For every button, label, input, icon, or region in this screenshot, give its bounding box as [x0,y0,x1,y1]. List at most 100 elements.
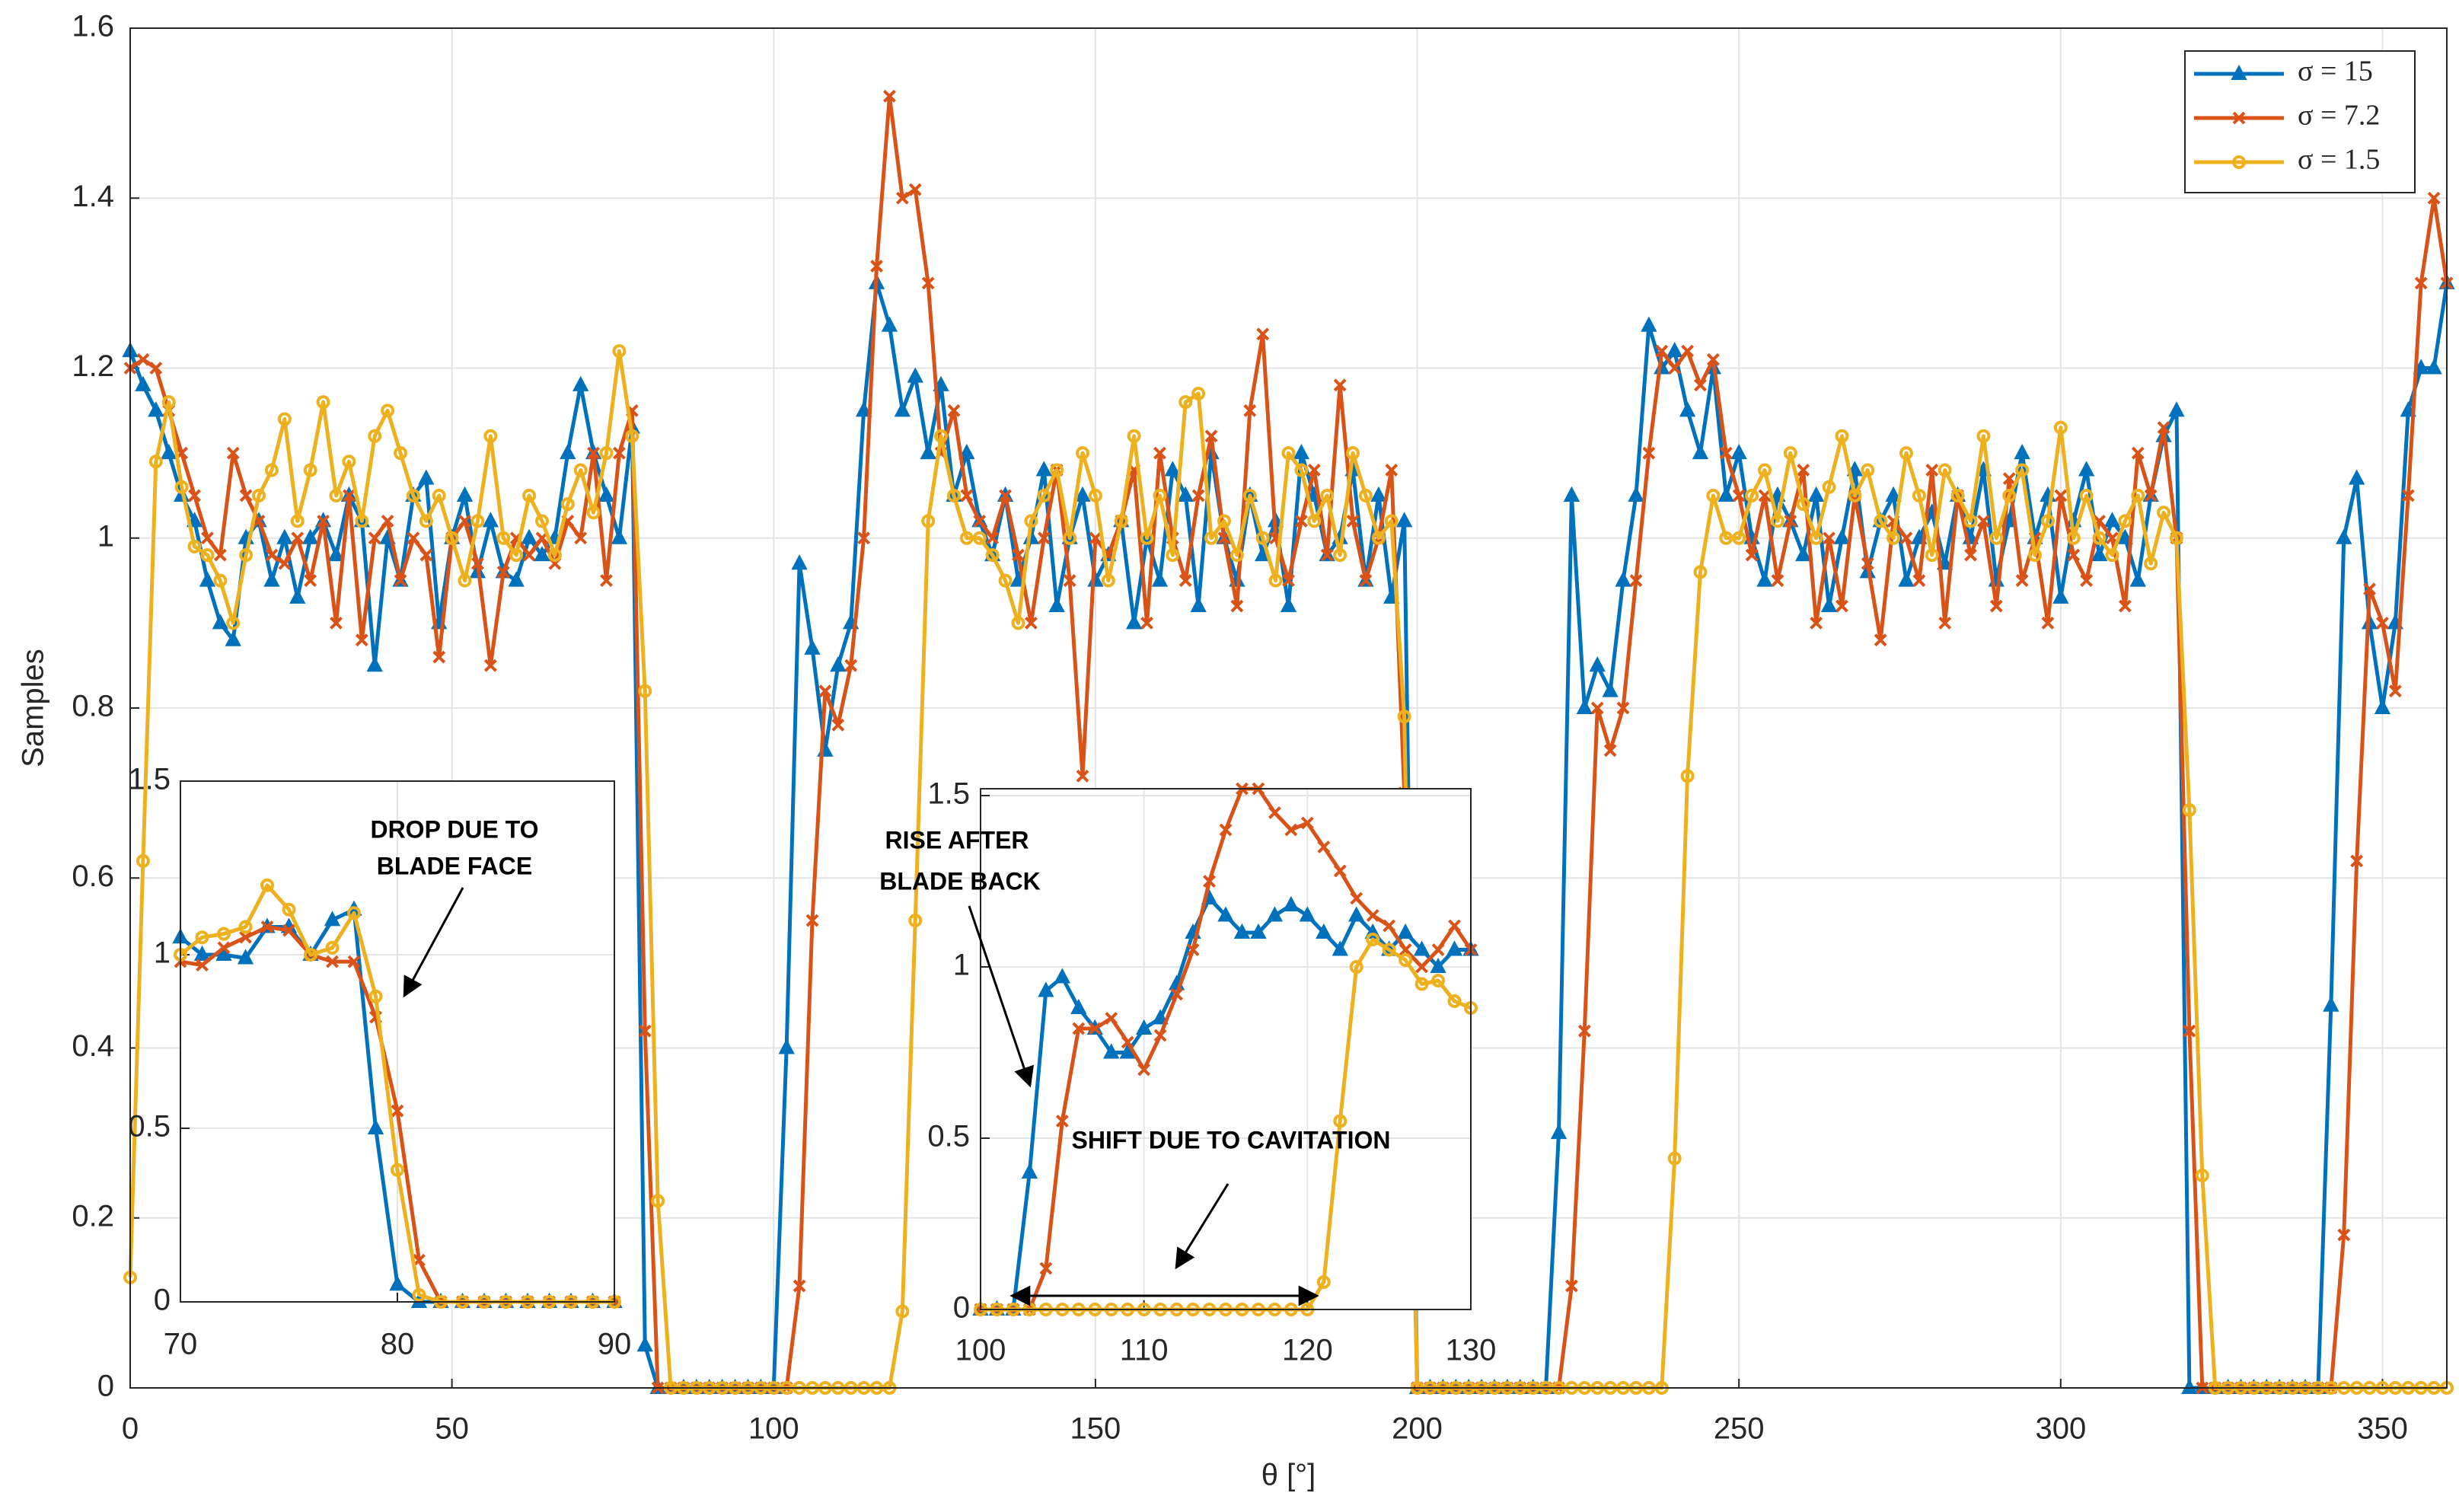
marker [1770,514,1784,528]
marker [1382,943,1396,957]
marker [1668,362,1682,375]
marker [1021,1163,1038,1179]
y-tick-label: 1.5 [927,777,970,811]
marker [2116,528,2134,544]
marker [304,948,317,962]
marker [1035,461,1052,477]
marker [2181,1378,2198,1394]
marker [282,902,296,917]
marker [200,548,215,563]
marker [381,404,395,418]
legend-marker [2232,155,2246,169]
marker [1114,514,1128,528]
marker [611,528,628,544]
marker [805,914,819,927]
marker [188,489,201,502]
marker [213,548,227,562]
marker [2388,684,2402,698]
marker [1885,486,1902,502]
marker [1230,599,1244,613]
marker [1024,514,1038,528]
marker [304,574,317,587]
marker [1178,395,1193,410]
y-tick-label: 1.6 [72,10,114,43]
marker [573,463,588,477]
marker [1383,919,1396,933]
marker [1706,488,1721,502]
marker [509,548,524,563]
marker [2131,488,2145,502]
marker [1810,616,1823,630]
marker [1242,488,1257,502]
marker [612,344,627,359]
marker [1317,841,1331,853]
marker [1136,1019,1153,1035]
marker [199,571,216,587]
marker [2040,514,2055,528]
marker [791,554,808,570]
x-tick-label: 0 [122,1412,139,1446]
marker [260,878,274,892]
marker [1164,461,1182,477]
marker [1190,596,1207,613]
marker [1795,545,1812,562]
marker [1874,514,1888,528]
marker [881,316,898,332]
marker [1370,486,1387,502]
marker [1137,1063,1151,1077]
marker [187,539,202,553]
y-tick-label: 1 [154,936,171,970]
marker [1385,464,1399,477]
y-tick-label: 0.4 [72,1029,114,1063]
marker [1395,512,1413,528]
marker [934,429,949,443]
marker [2374,698,2391,714]
marker [586,506,601,520]
annotation: SHIFT DUE TO CAVITATION [1072,1126,1391,1153]
marker [265,548,279,562]
marker [1333,548,1348,563]
marker [986,531,1000,545]
marker [1615,571,1631,587]
marker [1299,906,1316,922]
marker [1350,892,1363,905]
marker [1307,464,1321,477]
marker [1268,806,1281,819]
marker [947,404,961,417]
marker [1346,515,1360,528]
marker [238,920,253,934]
marker [1103,1043,1120,1059]
marker [1250,923,1267,939]
marker [355,633,368,647]
plot-area [981,789,1471,1309]
marker [456,486,474,502]
marker [1293,443,1310,460]
x-axis-label: θ [°] [1261,1459,1316,1492]
marker [2323,996,2339,1012]
marker [291,531,305,545]
marker [329,488,343,502]
marker [1294,515,1308,528]
x-tick-label: 350 [2357,1412,2408,1446]
marker [412,1287,426,1302]
marker [818,684,832,698]
y-tick-label: 0.5 [128,1110,171,1144]
marker [1835,599,1848,613]
marker [1577,1024,1591,1038]
marker [1950,488,1965,502]
marker [342,455,356,469]
marker [496,565,510,579]
marker [225,630,241,646]
marker [217,941,231,955]
marker [368,531,381,545]
y-tick-label: 1.4 [72,180,114,213]
axes-box [980,788,1472,1310]
annotation: RISE AFTER [885,826,1029,853]
marker [1397,710,1411,724]
marker [368,429,382,443]
marker [1397,923,1414,939]
marker [1848,488,1862,502]
marker [522,548,536,562]
marker [1861,463,1875,477]
